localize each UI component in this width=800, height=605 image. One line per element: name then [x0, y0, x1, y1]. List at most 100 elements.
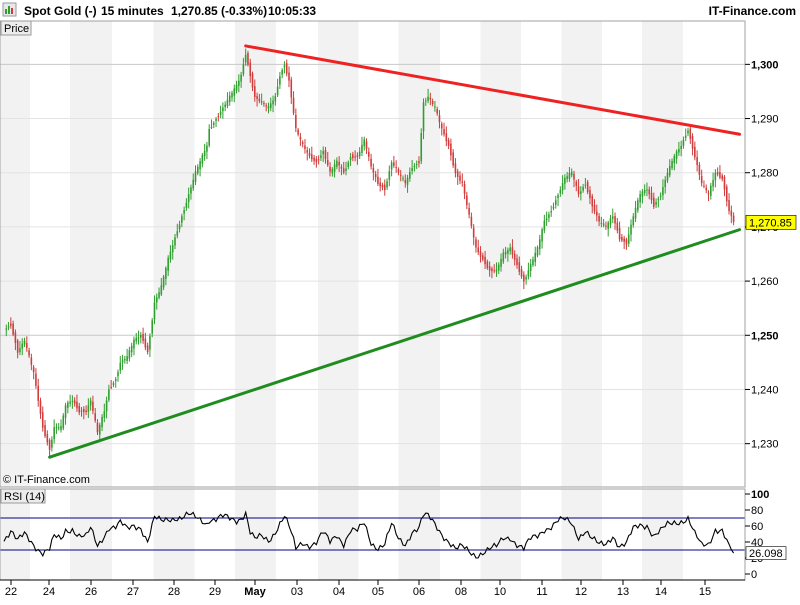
candle-body: [210, 126, 213, 128]
candle-body: [529, 264, 532, 271]
candle-body: [105, 400, 108, 412]
candle-body: [240, 74, 242, 82]
candle-body: [639, 194, 641, 203]
candle-body: [37, 385, 39, 401]
candle-body: [696, 157, 698, 166]
candle-body: [103, 411, 106, 418]
candle-body: [516, 258, 518, 266]
header-bar: [0, 0, 800, 21]
candle-body: [352, 154, 354, 159]
candle-body: [497, 264, 500, 271]
candle-body: [192, 179, 195, 189]
candle-body: [659, 195, 662, 197]
candle-body: [288, 72, 290, 81]
candle-body: [354, 156, 356, 158]
candle-body: [552, 206, 555, 209]
candle-body: [427, 96, 429, 101]
candle-body: [712, 180, 714, 187]
candle-body: [73, 400, 76, 404]
candle-body: [714, 172, 717, 181]
candle-body: [238, 80, 240, 86]
x-tick-label: 24: [43, 586, 55, 598]
candle-body: [98, 424, 101, 435]
rsi-weekday-shading: [0, 489, 683, 580]
candle-body: [598, 215, 600, 222]
candle-body: [16, 340, 19, 353]
candle-body: [219, 111, 222, 115]
candle-body: [19, 348, 21, 353]
candle-body: [39, 400, 42, 414]
rsi-weekday-band: [235, 489, 276, 580]
candle-body: [682, 139, 685, 146]
candle-body: [406, 177, 409, 185]
candle-body: [395, 167, 397, 169]
candle-body: [28, 350, 30, 356]
x-tick-label: 11: [536, 586, 547, 598]
candle-body: [700, 176, 703, 184]
candle-body: [119, 362, 122, 371]
candle-body: [399, 174, 402, 176]
candle-body: [272, 100, 274, 105]
candle-body: [101, 417, 103, 428]
timeframe-label: 15 minutes: [101, 4, 164, 18]
candle-body: [313, 157, 315, 161]
candle-body: [491, 268, 493, 272]
candle-body: [217, 116, 220, 118]
candle-body: [215, 118, 217, 121]
candle-body: [477, 247, 480, 253]
price-frame: [0, 20, 746, 488]
candle-body: [62, 415, 65, 429]
candle-body: [582, 187, 584, 191]
candle-body: [502, 252, 505, 262]
candle-body: [203, 150, 206, 157]
candle-body: [418, 161, 420, 164]
weekday-band: [153, 21, 195, 487]
candle-body: [206, 145, 208, 152]
candle-body: [64, 405, 67, 418]
candle-body: [468, 207, 470, 215]
candle-body: [413, 166, 416, 168]
candle-body: [67, 402, 69, 408]
candle-body: [664, 179, 666, 187]
candle-body: [153, 302, 156, 320]
candle-body: [306, 150, 309, 153]
candle-body: [573, 173, 575, 180]
price-tick-label: 1,290: [751, 114, 779, 126]
x-tick-label: 27: [127, 586, 139, 598]
rsi-weekday-band: [642, 489, 683, 580]
candle-body: [295, 115, 297, 129]
candle-body: [12, 323, 14, 335]
candle-body: [575, 181, 578, 186]
candle-body: [187, 194, 190, 203]
candle-body: [222, 107, 224, 112]
candle-body: [548, 214, 550, 218]
candle-body: [142, 333, 144, 341]
resistance-trendline: [244, 44, 742, 136]
candle-body: [276, 86, 279, 96]
candle-body: [525, 276, 527, 280]
candle-body: [653, 197, 655, 207]
candle-body: [363, 139, 366, 147]
rsi-panel-tab[interactable]: RSI (14): [0, 488, 46, 504]
candle-body: [85, 410, 87, 413]
candle-body: [554, 200, 557, 205]
candle-body: [393, 162, 395, 166]
rsi-tick-label: 0: [751, 569, 757, 581]
candle-body: [730, 210, 733, 216]
candle-body: [51, 439, 53, 448]
candle-body: [705, 187, 708, 191]
candle-body: [160, 285, 163, 295]
candle-body: [447, 140, 450, 146]
price-panel-tab[interactable]: Price: [0, 20, 32, 36]
candle-body: [30, 357, 33, 365]
candle-body: [532, 259, 534, 266]
x-tick-label: 22: [5, 586, 17, 598]
candle-body: [627, 234, 630, 244]
candle-body: [564, 177, 566, 184]
candle-body: [140, 335, 142, 338]
candle-body: [338, 161, 340, 166]
candle-body: [183, 210, 185, 214]
candle-body: [618, 227, 621, 240]
weekday-band: [398, 21, 440, 487]
